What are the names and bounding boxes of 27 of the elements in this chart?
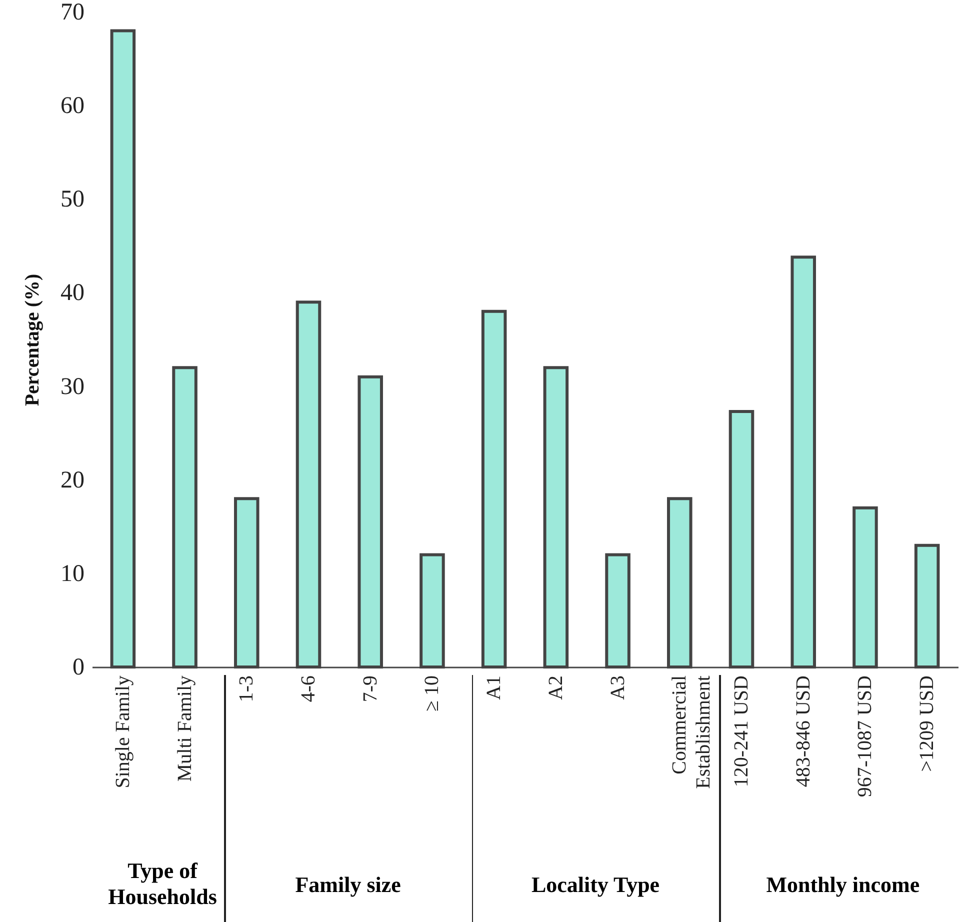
x-tick-label: A1 — [483, 676, 506, 700]
y-tick-label: 60 — [60, 93, 84, 120]
y-tick-label: 0 — [72, 654, 84, 680]
x-tick-label: Single Family — [112, 676, 134, 788]
x-tick-label: 120-241 USD — [730, 676, 752, 788]
x-tick-label: A2 — [544, 676, 567, 700]
text: Type of Households — [107, 858, 218, 910]
y-tick-label: 30 — [60, 374, 84, 400]
x-tick-label: A3 — [606, 676, 629, 700]
y-tick-label: 50 — [60, 186, 84, 213]
x-tick-label: 4-6 — [298, 676, 320, 702]
x-tick-label: 1-3 — [236, 676, 258, 702]
y-tick-label: 70 — [60, 0, 84, 26]
x-tick-label: 483-846 USD — [792, 676, 814, 788]
y-axis-title: Percentage (%) — [22, 274, 44, 406]
x-tick-label: 7-9 — [359, 676, 382, 702]
text: Locality Type — [530, 872, 661, 898]
text: Family size — [294, 872, 402, 898]
text: Monthly income — [765, 872, 921, 898]
x-tick-label: Multi Family — [174, 676, 196, 782]
x-tick-label: 967-1087 USD — [854, 676, 876, 798]
y-tick-label: 40 — [60, 280, 84, 306]
x-tick-label: ≥ 10 — [421, 676, 444, 712]
x-tick-label: Commercial Establishment — [668, 675, 715, 789]
y-tick-label: 20 — [60, 467, 84, 494]
y-tick-label: 10 — [60, 560, 84, 587]
x-tick-label: >1209 USD — [916, 676, 938, 772]
